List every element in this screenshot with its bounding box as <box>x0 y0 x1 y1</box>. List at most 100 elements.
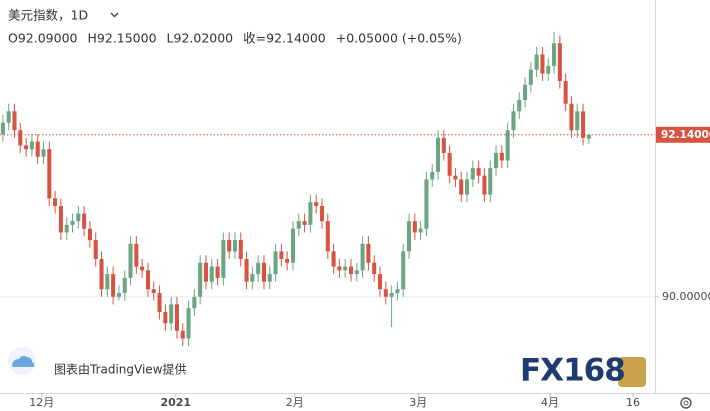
candle-body <box>169 304 174 324</box>
candle-body <box>395 289 400 294</box>
candle-body <box>18 130 23 146</box>
candle-body <box>221 240 226 278</box>
last-price-badge <box>656 126 710 143</box>
x-tick-label: 4月 <box>541 396 559 409</box>
y-tick-label: 90.00000 <box>662 290 710 303</box>
candle-body <box>331 251 336 267</box>
candle-body <box>476 168 481 176</box>
x-tick-label: 12月 <box>29 396 54 409</box>
candle-body <box>180 330 185 339</box>
candle-body <box>383 289 388 297</box>
candle-body <box>511 111 516 131</box>
candle-body <box>441 137 446 153</box>
candle-body <box>198 262 203 297</box>
candle-body <box>145 270 150 290</box>
candle-body <box>157 293 162 312</box>
candle-body <box>488 168 493 195</box>
ohlc-header: O92.09000 H92.15000 L92.02000 收=92.14000 +0.… <box>8 31 462 46</box>
candle-body <box>470 168 475 180</box>
candle-body <box>494 152 499 169</box>
candle-body <box>552 43 557 66</box>
candle-body <box>12 111 17 131</box>
candle-body <box>41 149 46 157</box>
candle-body <box>517 99 522 112</box>
candle-body <box>302 221 307 225</box>
candle-body <box>111 274 116 297</box>
ohlc-value: O92.09000 <box>8 31 78 46</box>
candle-body <box>360 243 365 271</box>
candle-body <box>499 152 504 161</box>
candle-body <box>70 221 75 225</box>
candle-body <box>540 54 545 74</box>
candle-body <box>377 274 383 290</box>
candle-body <box>174 304 179 331</box>
candle-body <box>546 65 551 74</box>
candle-body <box>372 262 377 275</box>
candle-body <box>122 277 127 294</box>
candle-body <box>238 240 243 259</box>
candle-body <box>348 266 354 275</box>
last-price-label: 92.14000 <box>661 129 710 141</box>
candle-body <box>401 251 406 290</box>
candle-body <box>47 149 52 199</box>
candle-body <box>0 122 5 135</box>
candle-body <box>227 240 232 252</box>
candle-body <box>186 308 191 339</box>
candle-body <box>406 221 412 252</box>
candle-body <box>435 137 441 172</box>
ohlc-value: L92.02000 <box>167 31 234 46</box>
candle-body <box>134 243 139 267</box>
candle-body <box>575 111 580 131</box>
candle-body <box>563 81 568 104</box>
ohlc-value: +0.05000 (+0.05%) <box>336 31 462 46</box>
candle-body <box>99 258 104 290</box>
candle-body <box>203 262 208 282</box>
candle-body <box>581 111 586 138</box>
candle-body <box>290 228 296 263</box>
ohlc-value: H92.15000 <box>87 31 156 46</box>
candle-body <box>209 266 214 282</box>
candle-body <box>215 266 220 278</box>
x-tick-label: 2021 <box>160 396 191 409</box>
interval-chevron[interactable] <box>110 12 119 18</box>
candle-body <box>523 84 528 100</box>
candle-body <box>82 213 87 229</box>
candle-body <box>325 221 330 252</box>
candle-body <box>464 179 470 195</box>
candle-body <box>261 262 267 282</box>
candle-body <box>163 311 168 324</box>
candle-body <box>389 293 394 297</box>
candle-body <box>418 228 423 233</box>
candle-body <box>128 243 133 278</box>
candle-body <box>534 54 539 70</box>
candle-body <box>93 240 98 259</box>
x-tick-label: 2月 <box>286 396 304 409</box>
logo: FX168 <box>520 353 625 389</box>
ohlc-value: 收=92.14000 <box>243 31 326 46</box>
candle-body <box>366 243 371 263</box>
candle-body <box>76 213 81 222</box>
candle-body <box>273 251 278 275</box>
candle-body <box>308 202 313 225</box>
candle-body <box>430 171 435 180</box>
candle-body <box>314 202 319 206</box>
candle-body <box>285 258 290 263</box>
candle-body <box>482 175 487 195</box>
candle-body <box>586 134 591 139</box>
candle-body <box>319 205 325 222</box>
candle-body <box>58 205 63 233</box>
candle-body <box>116 293 121 297</box>
candle-body <box>151 289 156 294</box>
candle-body <box>250 274 255 282</box>
chart-title: 美元指数，1D <box>8 8 88 23</box>
settings-icon[interactable] <box>680 397 692 409</box>
candle-body <box>256 262 261 275</box>
candle-body <box>453 175 458 180</box>
candle-body <box>557 43 562 82</box>
candle-body <box>412 221 417 233</box>
x-tick-label: 3月 <box>409 396 427 409</box>
candle-body <box>279 251 284 259</box>
candle-body <box>354 270 359 275</box>
candle-body <box>24 145 29 150</box>
